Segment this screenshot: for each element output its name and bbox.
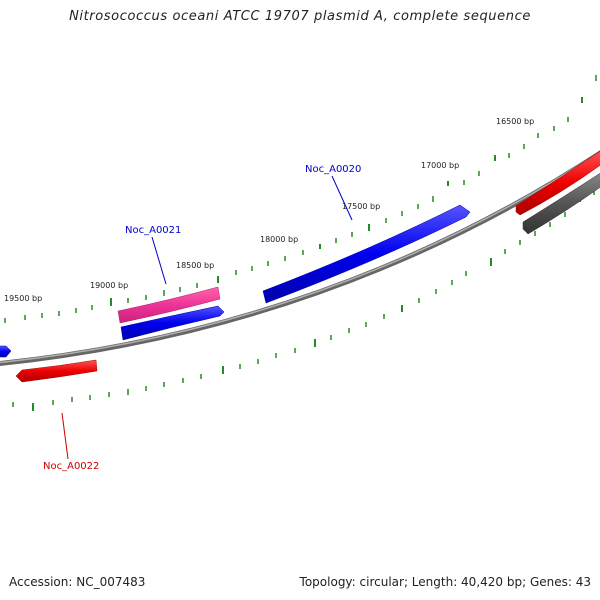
gene-noc-a0020[interactable] [262,204,471,304]
gene-noc-a0022[interactable] [15,359,98,383]
scale-label-19500: 19500 bp [4,294,42,303]
scale-label-18500: 18500 bp [176,261,214,270]
scale-label-17000: 17000 bp [421,161,459,170]
topology-text: Topology: circular; Length: 40,420 bp; G… [299,575,591,589]
gene-label-noc-a0020[interactable]: Noc_A0020 [305,164,361,175]
gene-label-noc-a0021[interactable]: Noc_A0021 [125,225,181,236]
inner-tick-ring [12,190,595,411]
scale-label-16500: 16500 bp [496,117,534,126]
leader-line-noc-a0022 [61,412,69,460]
gene-label-noc-a0022[interactable]: Noc_A0022 [43,461,99,472]
scale-label-17500: 17500 bp [342,202,380,211]
gene-forward-small[interactable] [120,305,225,341]
map-title: Nitrosococcus oceani ATCC 19707 plasmid … [69,9,531,24]
plasmid-backbone-highlight [0,151,600,364]
scale-label-18000: 18000 bp [260,235,298,244]
accession-text: Accession: NC_007483 [9,575,146,589]
scale-label-19000: 19000 bp [90,281,128,290]
plasmid-backbone [0,150,600,366]
gene-noc-a0021[interactable] [117,286,221,324]
leader-line-noc-a0020 [331,175,353,221]
gene-forward-edge[interactable] [0,345,12,358]
leader-line-noc-a0021 [151,236,167,285]
outer-tick-ring [4,75,597,323]
feature-gray-upper-right[interactable] [522,172,600,235]
gene-reverse-upper-right[interactable] [515,150,600,216]
